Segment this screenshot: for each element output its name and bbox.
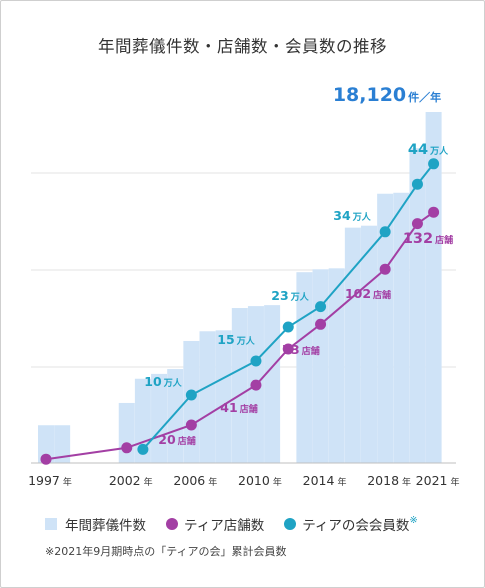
stores-point-1997 <box>40 453 52 465</box>
bar-2015 <box>328 268 345 463</box>
members-point-2018 <box>379 226 391 238</box>
stores-point-2002 <box>121 442 133 454</box>
members-point-2003 <box>137 443 149 455</box>
data-label-stores-2014: 73 店舗 <box>282 342 319 357</box>
x-tick-2014: 2014 年 <box>303 473 347 488</box>
x-tick-2021: 2021 年 <box>416 473 460 488</box>
chart-title: 年間葬儀件数・店舗数・会員数の推移 <box>98 37 387 56</box>
bar-1998 <box>54 425 71 463</box>
members-line <box>142 163 435 451</box>
x-tick-2006: 2006 年 <box>173 473 217 488</box>
bar-2002 <box>118 402 135 463</box>
data-label-members-2010: 15 万人 <box>217 332 255 347</box>
x-tick-1997: 1997 年 <box>28 473 72 488</box>
stores-point-2018 <box>379 263 391 275</box>
data-label-stores-2010: 41 店舗 <box>220 400 257 415</box>
legend-bar-swatch <box>45 518 57 530</box>
legend-item-stores: ティア店舗数 <box>166 514 264 534</box>
legend-item-funerals: 年間葬儀件数 <box>45 514 146 534</box>
data-label-members-2006: 10 万人 <box>144 374 182 389</box>
bar-2014 <box>312 269 329 463</box>
data-label-stores-2021: 132 店舗 <box>403 231 453 247</box>
x-tick-2002: 2002 年 <box>109 473 153 488</box>
bar-2021 <box>425 112 442 463</box>
bar-2018 <box>377 193 394 463</box>
members-point-2014 <box>315 301 327 313</box>
bar-2009 <box>231 308 248 463</box>
legend-members-dot-icon <box>284 518 297 530</box>
bar-2003 <box>134 378 151 463</box>
data-label-total: 18,120 件／年 <box>333 84 441 106</box>
data-label-members-2021: 44 万人 <box>408 142 449 158</box>
bar-1997 <box>38 425 54 463</box>
data-label-members-2014: 23 万人 <box>271 288 309 303</box>
stores-point-2014 <box>315 318 327 330</box>
legend-stores-dot-icon <box>166 518 178 530</box>
members-point-2012 <box>282 321 294 333</box>
stores-point-2006 <box>185 419 197 431</box>
bar-2016 <box>344 227 361 463</box>
x-tick-2010: 2010 年 <box>238 473 282 488</box>
bar-2007 <box>199 331 216 463</box>
members-point-2006 <box>185 389 197 401</box>
legend-footnote-mark: ※ <box>409 514 418 526</box>
members-point-2020 <box>411 178 423 190</box>
members-point-2010 <box>250 355 262 367</box>
footnote: ※2021年9月期時点の「ティアの会」累計会員数 <box>45 545 287 558</box>
legend-label-funerals: 年間葬儀件数 <box>65 518 146 534</box>
data-label-stores-2018: 102 店舗 <box>345 286 391 301</box>
x-tick-2018: 2018 年 <box>367 473 411 488</box>
stores-point-2020 <box>411 218 423 230</box>
bar-2004 <box>151 373 168 463</box>
members-point-2021 <box>428 158 440 170</box>
bar-2011 <box>264 305 281 463</box>
data-label-members-2018: 34 万人 <box>333 208 371 223</box>
legend: 年間葬儀件数 ティア店舗数 ティアの会会員数 ※ <box>45 514 438 534</box>
bar-2020 <box>409 148 426 463</box>
stores-point-2010 <box>250 379 262 391</box>
stores-point-2012 <box>282 343 294 355</box>
stores-point-2021 <box>428 206 440 218</box>
chart-svg: 1997 年 2002 年 2006 年 2010 年 2014 年 2018 年 2021 年 10 万人 1… <box>28 84 460 488</box>
bar-2019 <box>393 192 410 463</box>
legend-label-members: ティアの会会員数 <box>302 518 410 534</box>
data-label-stores-2006: 20 店舗 <box>158 432 195 447</box>
legend-item-members: ティアの会会員数 ※ <box>284 514 418 534</box>
bar-2017 <box>361 225 377 463</box>
bar-2006 <box>183 340 200 463</box>
bar-2005 <box>167 369 184 463</box>
bar-2008 <box>215 330 232 463</box>
legend-label-stores: ティア店舗数 <box>184 518 265 534</box>
